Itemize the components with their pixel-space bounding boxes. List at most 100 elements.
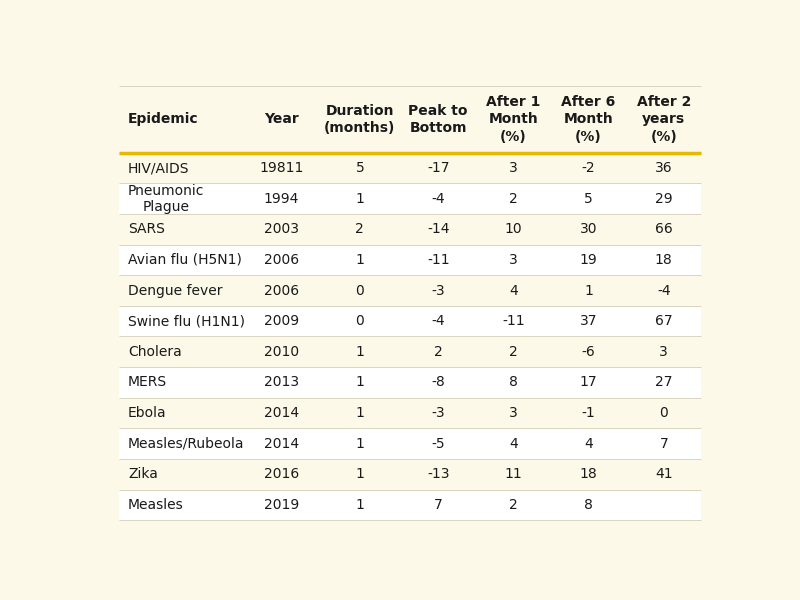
FancyBboxPatch shape: [118, 367, 702, 398]
Text: Epidemic: Epidemic: [128, 112, 198, 127]
Text: 4: 4: [509, 437, 518, 451]
FancyBboxPatch shape: [118, 337, 702, 367]
Text: 1: 1: [355, 192, 364, 206]
Text: 3: 3: [509, 161, 518, 175]
Text: -2: -2: [582, 161, 595, 175]
Text: Duration
(months): Duration (months): [324, 104, 395, 135]
Text: HIV/AIDS: HIV/AIDS: [128, 161, 190, 175]
Text: MERS: MERS: [128, 376, 167, 389]
Text: 1: 1: [355, 345, 364, 359]
Text: Measles: Measles: [128, 498, 184, 512]
Text: 36: 36: [655, 161, 673, 175]
Text: 7: 7: [434, 498, 442, 512]
Text: Cholera: Cholera: [128, 345, 182, 359]
Text: -13: -13: [427, 467, 450, 481]
Text: 1: 1: [355, 437, 364, 451]
Text: After 6
Month
(%): After 6 Month (%): [562, 95, 616, 143]
Text: 1: 1: [355, 498, 364, 512]
Text: 30: 30: [580, 223, 598, 236]
FancyBboxPatch shape: [118, 275, 702, 306]
FancyBboxPatch shape: [118, 459, 702, 490]
Text: -4: -4: [657, 284, 670, 298]
FancyBboxPatch shape: [118, 398, 702, 428]
FancyBboxPatch shape: [118, 428, 702, 459]
Text: 19811: 19811: [259, 161, 304, 175]
FancyBboxPatch shape: [118, 214, 702, 245]
Text: 1: 1: [355, 253, 364, 267]
Text: 67: 67: [655, 314, 673, 328]
Text: 2006: 2006: [264, 284, 299, 298]
Text: 1: 1: [584, 284, 593, 298]
Text: 0: 0: [355, 284, 364, 298]
Text: 8: 8: [584, 498, 593, 512]
Text: 2: 2: [434, 345, 442, 359]
Text: 1994: 1994: [264, 192, 299, 206]
Text: Peak to
Bottom: Peak to Bottom: [409, 104, 468, 135]
Text: 0: 0: [355, 314, 364, 328]
Text: 18: 18: [580, 467, 598, 481]
Text: Avian flu (H5N1): Avian flu (H5N1): [128, 253, 242, 267]
Text: -6: -6: [582, 345, 595, 359]
Text: 17: 17: [580, 376, 598, 389]
Text: 10: 10: [505, 223, 522, 236]
Text: 27: 27: [655, 376, 673, 389]
Text: 1: 1: [355, 406, 364, 420]
FancyBboxPatch shape: [118, 490, 702, 520]
Text: 2013: 2013: [264, 376, 299, 389]
FancyBboxPatch shape: [118, 306, 702, 337]
Text: 11: 11: [505, 467, 522, 481]
Text: 0: 0: [659, 406, 668, 420]
Text: Pneumonic
Plague: Pneumonic Plague: [128, 184, 204, 214]
FancyBboxPatch shape: [118, 153, 702, 184]
Text: 2: 2: [509, 498, 518, 512]
Text: 41: 41: [655, 467, 673, 481]
Text: -4: -4: [431, 314, 445, 328]
Text: 5: 5: [355, 161, 364, 175]
Text: 66: 66: [655, 223, 673, 236]
FancyBboxPatch shape: [118, 245, 702, 275]
Text: -5: -5: [431, 437, 445, 451]
Text: Dengue fever: Dengue fever: [128, 284, 222, 298]
Text: 2009: 2009: [264, 314, 299, 328]
Text: 1: 1: [355, 376, 364, 389]
Text: 5: 5: [584, 192, 593, 206]
Text: 2003: 2003: [264, 223, 299, 236]
Text: -3: -3: [431, 284, 445, 298]
FancyBboxPatch shape: [118, 184, 702, 214]
Text: Swine flu (H1N1): Swine flu (H1N1): [128, 314, 245, 328]
Text: 2: 2: [509, 192, 518, 206]
Text: SARS: SARS: [128, 223, 165, 236]
Text: 4: 4: [584, 437, 593, 451]
Text: 3: 3: [509, 406, 518, 420]
Text: 37: 37: [580, 314, 598, 328]
Text: -3: -3: [431, 406, 445, 420]
Text: After 1
Month
(%): After 1 Month (%): [486, 95, 541, 143]
Text: 1: 1: [355, 467, 364, 481]
Text: 3: 3: [509, 253, 518, 267]
Text: -11: -11: [427, 253, 450, 267]
Text: 2006: 2006: [264, 253, 299, 267]
Text: Measles/Rubeola: Measles/Rubeola: [128, 437, 245, 451]
Text: 4: 4: [509, 284, 518, 298]
Text: 2014: 2014: [264, 437, 299, 451]
Text: -17: -17: [427, 161, 450, 175]
Text: 29: 29: [655, 192, 673, 206]
Text: Ebola: Ebola: [128, 406, 166, 420]
Text: -4: -4: [431, 192, 445, 206]
Text: After 2
years
(%): After 2 years (%): [637, 95, 691, 143]
Text: Year: Year: [264, 112, 299, 127]
Text: 2019: 2019: [264, 498, 299, 512]
Text: 2: 2: [355, 223, 364, 236]
Text: 2016: 2016: [264, 467, 299, 481]
Text: -14: -14: [427, 223, 450, 236]
FancyBboxPatch shape: [118, 86, 702, 520]
Text: -1: -1: [582, 406, 595, 420]
Text: Zika: Zika: [128, 467, 158, 481]
Text: 3: 3: [659, 345, 668, 359]
Text: -8: -8: [431, 376, 445, 389]
Text: 19: 19: [580, 253, 598, 267]
Text: 8: 8: [509, 376, 518, 389]
Text: 2: 2: [509, 345, 518, 359]
Text: -11: -11: [502, 314, 525, 328]
Text: 18: 18: [655, 253, 673, 267]
